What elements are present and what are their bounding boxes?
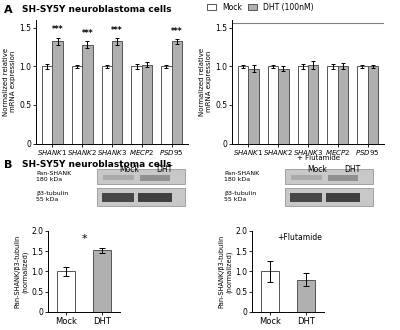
- Bar: [308, 65, 318, 144]
- Bar: [261, 271, 279, 312]
- Text: ***: ***: [112, 26, 123, 35]
- FancyBboxPatch shape: [290, 193, 322, 202]
- Text: SH-SY5Y neuroblastoma cells: SH-SY5Y neuroblastoma cells: [22, 5, 172, 14]
- Y-axis label: Normalized relative
mRNA expression: Normalized relative mRNA expression: [3, 48, 16, 116]
- Bar: [93, 250, 111, 312]
- Bar: [248, 69, 259, 144]
- Bar: [42, 66, 52, 144]
- Text: Pan-SHANK
180 kDa: Pan-SHANK 180 kDa: [224, 171, 259, 182]
- Text: SH-SY5Y neuroblastoma cells: SH-SY5Y neuroblastoma cells: [22, 160, 172, 169]
- Bar: [57, 271, 75, 312]
- FancyBboxPatch shape: [102, 193, 134, 202]
- Bar: [357, 66, 368, 144]
- FancyBboxPatch shape: [285, 169, 373, 183]
- Text: A: A: [4, 5, 13, 15]
- FancyBboxPatch shape: [326, 193, 360, 202]
- Text: +Flutamide: +Flutamide: [277, 233, 322, 243]
- Y-axis label: Normalized relative
mRNA expression: Normalized relative mRNA expression: [199, 48, 212, 116]
- Bar: [172, 42, 182, 144]
- FancyBboxPatch shape: [138, 193, 172, 202]
- FancyBboxPatch shape: [328, 175, 358, 181]
- Text: Pan-SHANK
180 kDa: Pan-SHANK 180 kDa: [36, 171, 71, 182]
- Text: *: *: [81, 234, 87, 244]
- Bar: [82, 45, 93, 144]
- Bar: [72, 66, 82, 144]
- Y-axis label: Pan-SHANK/β3-tubulin
(normalized): Pan-SHANK/β3-tubulin (normalized): [15, 235, 28, 308]
- FancyBboxPatch shape: [97, 169, 185, 183]
- Bar: [112, 42, 122, 144]
- Text: + Flutamide: + Flutamide: [297, 155, 340, 161]
- FancyBboxPatch shape: [291, 175, 322, 180]
- Text: Mock: Mock: [307, 165, 327, 174]
- Bar: [238, 66, 248, 144]
- Text: ***: ***: [82, 29, 93, 38]
- Bar: [278, 69, 289, 144]
- Bar: [338, 66, 348, 144]
- Text: ***: ***: [52, 25, 64, 35]
- Bar: [142, 65, 152, 144]
- Bar: [297, 280, 315, 312]
- FancyBboxPatch shape: [97, 188, 185, 206]
- Bar: [52, 42, 63, 144]
- Bar: [161, 66, 172, 144]
- FancyBboxPatch shape: [103, 175, 134, 180]
- Text: B: B: [4, 160, 12, 170]
- Bar: [268, 66, 278, 144]
- Legend: Mock, DHT (100nM): Mock, DHT (100nM): [204, 0, 317, 15]
- Text: DHT: DHT: [344, 165, 360, 174]
- Bar: [327, 66, 338, 144]
- Text: Mock: Mock: [119, 165, 139, 174]
- Bar: [298, 66, 308, 144]
- Text: β3-tubulin
55 kDa: β3-tubulin 55 kDa: [224, 191, 256, 202]
- Bar: [102, 66, 112, 144]
- FancyBboxPatch shape: [285, 188, 373, 206]
- FancyBboxPatch shape: [140, 175, 170, 181]
- Text: β3-tubulin
55 kDa: β3-tubulin 55 kDa: [36, 191, 68, 202]
- Bar: [131, 66, 142, 144]
- Text: ***: ***: [171, 27, 183, 36]
- Bar: [368, 66, 378, 144]
- Text: DHT: DHT: [156, 165, 172, 174]
- Y-axis label: Pan-SHANK/β3-tubulin
(normalized): Pan-SHANK/β3-tubulin (normalized): [219, 235, 232, 308]
